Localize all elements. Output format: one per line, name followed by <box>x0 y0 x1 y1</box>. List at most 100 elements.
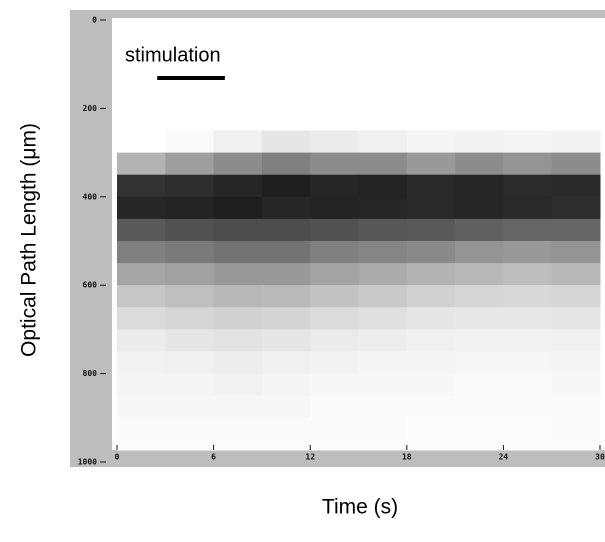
heat-cell <box>455 373 504 397</box>
heat-cell <box>406 174 456 198</box>
heat-cell <box>213 373 263 397</box>
heat-cell <box>503 417 553 441</box>
heat-cell <box>358 174 408 198</box>
heat-cell <box>261 64 311 87</box>
heat-cell <box>261 263 311 286</box>
heat-cell <box>310 439 359 451</box>
heat-cell <box>165 130 215 154</box>
heat-cell <box>455 351 504 375</box>
heat-cell <box>406 130 456 154</box>
heat-cell <box>213 417 263 441</box>
heat-cell <box>455 439 504 451</box>
heat-cell <box>551 395 601 419</box>
heat-cell <box>551 130 601 154</box>
heat-cell <box>117 329 166 352</box>
heat-cell <box>503 152 553 176</box>
heat-cell <box>406 285 456 308</box>
heat-cell <box>165 329 215 352</box>
heat-cell <box>213 108 263 131</box>
x-tick-label: 0 <box>115 453 120 462</box>
heat-cell <box>310 218 359 242</box>
heat-cell <box>455 263 504 286</box>
heat-cell <box>261 130 311 154</box>
heat-cell <box>165 196 215 220</box>
heat-cell <box>261 108 311 131</box>
y-tick-label: 0 <box>92 16 97 25</box>
heat-cell <box>165 263 215 286</box>
heat-cell <box>406 108 456 131</box>
heat-cell <box>213 263 263 286</box>
heat-cell <box>165 152 215 176</box>
x-tick-label: 18 <box>402 453 412 462</box>
heat-cell <box>551 42 601 65</box>
heat-cell <box>503 130 553 154</box>
heat-cell <box>117 351 166 375</box>
heat-cell <box>117 241 166 264</box>
heat-cell <box>551 20 601 43</box>
heat-cell <box>503 218 553 242</box>
heat-cell <box>213 64 263 87</box>
heat-cell <box>165 42 215 65</box>
heat-cell <box>406 263 456 286</box>
y-tick-label: 200 <box>83 104 98 113</box>
heat-cell <box>551 174 601 198</box>
heat-cell <box>551 64 601 87</box>
heat-cell <box>503 86 553 109</box>
heat-cell <box>165 395 215 419</box>
heat-cell <box>455 152 504 176</box>
heat-cell <box>503 395 553 419</box>
heat-cell <box>117 196 166 220</box>
heat-cell <box>310 108 359 131</box>
heat-cell <box>551 285 601 308</box>
heat-cell <box>213 196 263 220</box>
heat-cell <box>165 64 215 87</box>
heat-cell <box>455 196 504 220</box>
heat-cell <box>551 417 601 441</box>
heat-cell <box>503 329 553 352</box>
heat-cell <box>406 351 456 375</box>
heat-cell <box>117 20 166 43</box>
heat-cell <box>261 20 311 43</box>
heat-cell <box>406 417 456 441</box>
heat-cell <box>261 174 311 198</box>
heat-cell <box>406 152 456 176</box>
heat-cell <box>310 241 359 264</box>
heat-cell <box>117 395 166 419</box>
heat-cell <box>551 218 601 242</box>
heat-cell <box>551 108 601 131</box>
heat-cell <box>213 439 263 451</box>
heat-cell <box>406 395 456 419</box>
heat-cell <box>358 439 408 451</box>
heat-cell <box>165 20 215 43</box>
heat-cell <box>358 42 408 65</box>
x-tick-label: 24 <box>499 453 509 462</box>
heat-cell <box>455 241 504 264</box>
heat-cell <box>310 196 359 220</box>
heat-cell <box>358 351 408 375</box>
heat-cell <box>261 42 311 65</box>
heat-cell <box>503 373 553 397</box>
heat-cell <box>551 241 601 264</box>
heat-cell <box>406 241 456 264</box>
heat-cell <box>213 42 263 65</box>
heat-cell <box>551 329 601 352</box>
heat-cell <box>310 417 359 441</box>
heat-cell <box>261 373 311 397</box>
heat-cell <box>455 285 504 308</box>
heat-cell <box>551 152 601 176</box>
heat-cell <box>117 152 166 176</box>
y-tick-label: 800 <box>83 369 98 378</box>
heat-cell <box>455 86 504 109</box>
y-axis-label: Optical Path Length (μm) <box>18 123 41 357</box>
heat-cell <box>406 20 456 43</box>
heat-cell <box>165 241 215 264</box>
heat-cell <box>551 263 601 286</box>
heat-cell <box>117 307 166 330</box>
heat-cell <box>358 218 408 242</box>
heat-cell <box>551 439 601 451</box>
heat-cell <box>261 218 311 242</box>
heat-cell <box>213 86 263 109</box>
heat-cell <box>455 417 504 441</box>
heat-cell <box>310 373 359 397</box>
heat-cell <box>165 86 215 109</box>
